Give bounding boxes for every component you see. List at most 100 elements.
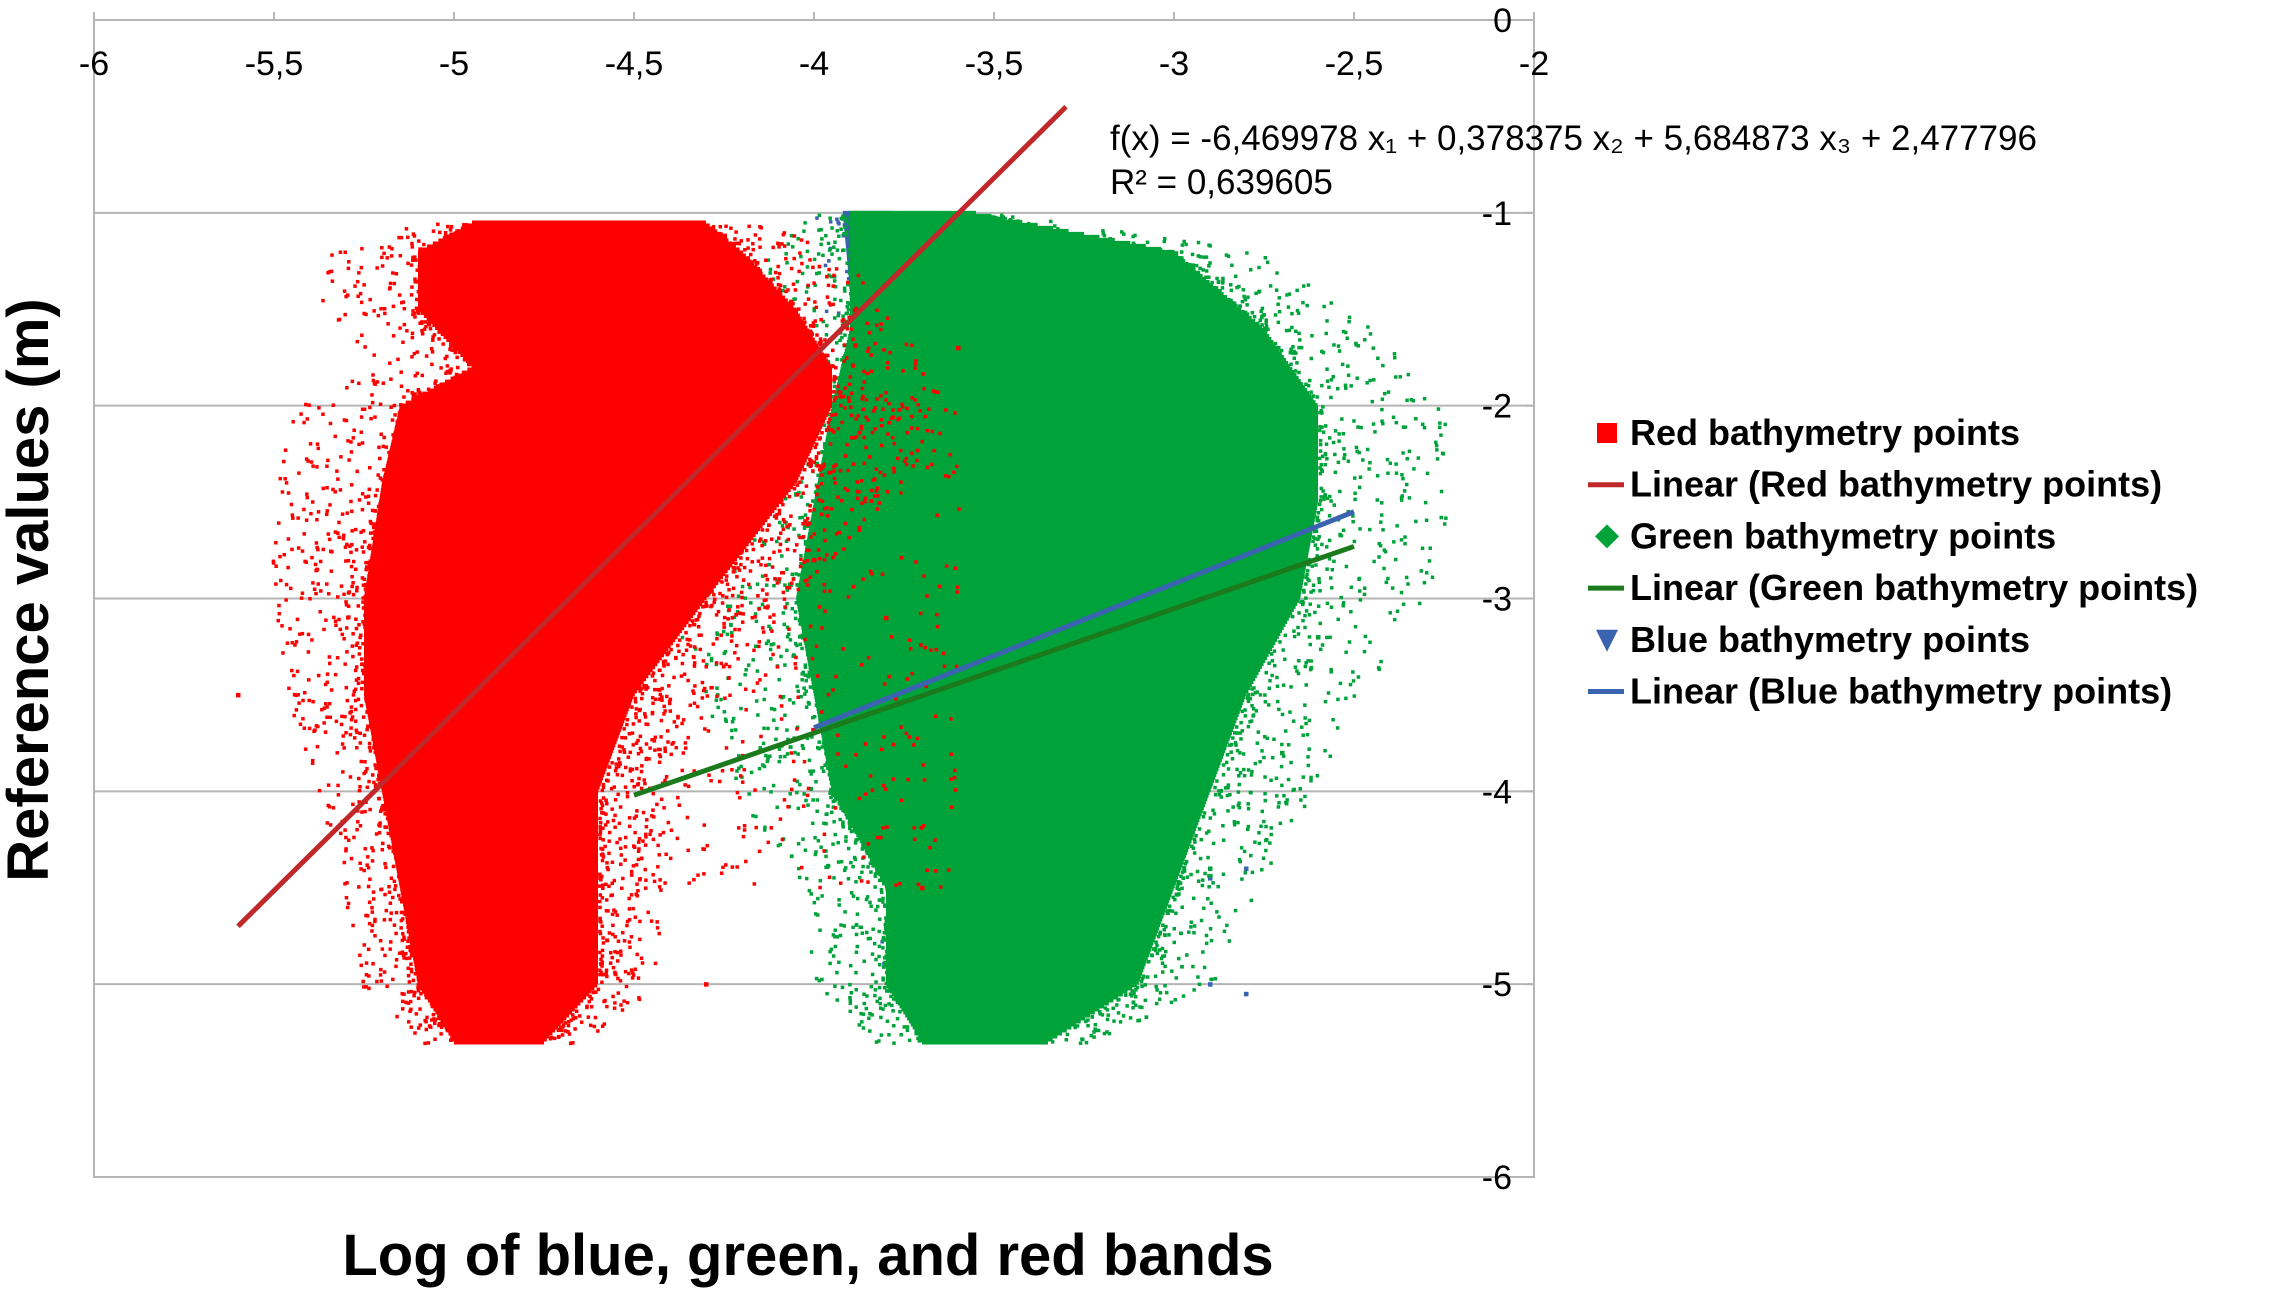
data-point [731, 586, 736, 591]
data-point [837, 960, 841, 965]
data-point [1356, 344, 1361, 348]
data-point [805, 249, 810, 254]
data-point [643, 715, 648, 719]
point-band [370, 556, 737, 562]
data-point [406, 966, 410, 971]
data-point [781, 232, 786, 237]
data-point [881, 935, 886, 940]
point-band [415, 970, 598, 976]
data-point [843, 866, 848, 870]
data-point [826, 420, 831, 425]
data-point [821, 253, 825, 258]
data-point [1419, 569, 1424, 573]
data-point [419, 991, 423, 996]
data-point [753, 788, 757, 792]
data-point [794, 666, 798, 670]
data-point [303, 747, 308, 751]
data-point [874, 980, 878, 984]
point-band [365, 586, 714, 592]
data-point [875, 999, 879, 1004]
series-red-bathymetry-points [236, 220, 961, 1046]
data-point [1248, 268, 1253, 272]
point-band [886, 946, 1152, 952]
data-point [349, 550, 353, 555]
point-band [390, 442, 814, 448]
data-point [1154, 1001, 1159, 1006]
data-point [1246, 802, 1250, 806]
data-point [318, 610, 322, 614]
point-band [912, 1024, 1072, 1030]
data-point [616, 792, 620, 797]
data-point [1357, 485, 1362, 490]
point-band [844, 349, 1280, 354]
data-point [410, 285, 414, 289]
data-point [853, 841, 858, 845]
data-point [701, 659, 706, 663]
data-point [1367, 467, 1371, 471]
data-point [797, 573, 801, 577]
data-point [832, 380, 837, 384]
data-point [601, 838, 605, 842]
data-point [623, 765, 628, 770]
point-band [368, 715, 626, 721]
point-band [372, 544, 747, 550]
data-point [846, 221, 851, 226]
data-point [613, 949, 617, 954]
point-band [903, 1009, 1095, 1015]
point-band [463, 355, 827, 361]
data-point [1138, 1005, 1142, 1009]
data-point [1134, 988, 1138, 992]
data-point [873, 406, 877, 410]
data-point [635, 894, 639, 898]
data-point [431, 1012, 436, 1017]
data-point [606, 772, 611, 776]
data-point [647, 450, 652, 454]
data-point [353, 567, 358, 572]
data-point [1256, 321, 1260, 326]
data-point [1311, 394, 1316, 398]
data-point [1202, 906, 1206, 911]
data-point [898, 1010, 902, 1014]
data-point [1283, 729, 1288, 733]
data-point [832, 464, 836, 469]
point-band [886, 937, 1155, 943]
data-point [807, 521, 812, 526]
point-band [366, 706, 629, 712]
data-point [857, 1023, 862, 1027]
data-point [806, 583, 810, 587]
data-point [1308, 642, 1313, 647]
data-point [1240, 709, 1245, 714]
data-point [618, 749, 622, 754]
data-point [796, 695, 800, 700]
data-point [826, 692, 831, 697]
data-point [830, 226, 834, 230]
data-point [841, 214, 845, 218]
data-point [380, 947, 385, 951]
data-point [627, 940, 632, 944]
data-point [1213, 785, 1217, 790]
data-point [396, 422, 400, 427]
data-point [827, 301, 832, 305]
data-point [849, 829, 854, 834]
data-point [1265, 260, 1270, 265]
data-point [660, 698, 664, 703]
point-band [832, 790, 1210, 796]
data-point [750, 615, 755, 620]
data-point [365, 766, 369, 771]
data-point [652, 815, 656, 819]
point-band [467, 367, 832, 373]
data-point [769, 790, 773, 794]
data-point [389, 911, 393, 915]
data-point [1329, 378, 1334, 382]
point-band [364, 694, 634, 700]
data-point [1239, 720, 1243, 725]
data-point [1170, 909, 1175, 913]
data-point [649, 919, 654, 923]
data-point [357, 381, 361, 386]
data-point [868, 900, 872, 905]
data-point [1248, 696, 1253, 701]
data-point [637, 584, 641, 589]
data-point [815, 489, 819, 493]
data-point [905, 430, 909, 435]
data-point [1347, 319, 1351, 324]
